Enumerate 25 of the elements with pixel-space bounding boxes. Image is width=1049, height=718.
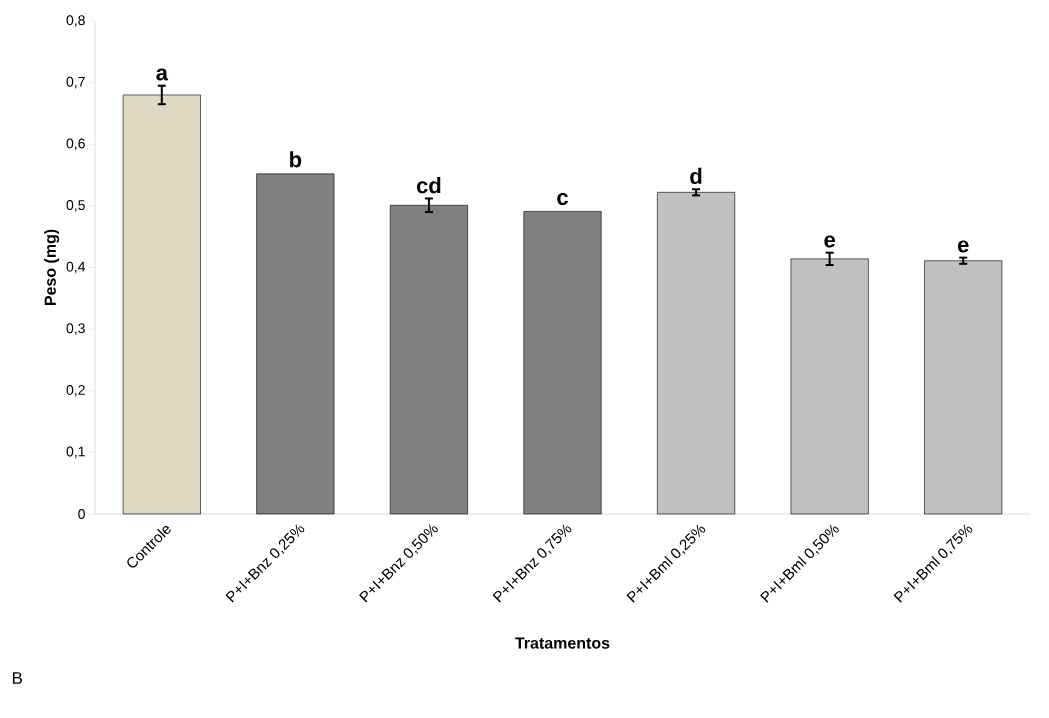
y-axis-title: Peso (mg) xyxy=(44,229,60,306)
annotation: a xyxy=(156,68,169,81)
bar xyxy=(389,204,468,515)
y-tick-label: 0,1 xyxy=(66,446,85,459)
annotation: c xyxy=(557,192,568,205)
y-tick-label: 0,2 xyxy=(66,384,85,397)
y-tick-label: 0 xyxy=(78,509,85,519)
y-tick-label: 0,4 xyxy=(66,261,86,274)
bar xyxy=(657,192,736,515)
annotation: cd xyxy=(416,177,441,194)
bar xyxy=(790,258,869,515)
annotation: e xyxy=(957,240,969,253)
annotation: e xyxy=(824,235,836,248)
annotation: b xyxy=(290,151,302,168)
x-axis-title: Tratamentos xyxy=(515,637,610,649)
y-tick-label: 0,6 xyxy=(66,138,85,151)
y-tick-label: 0,7 xyxy=(66,76,85,89)
bar xyxy=(523,211,602,515)
y-tick-label: 0,5 xyxy=(66,200,85,212)
y-tick-label: 0,8 xyxy=(66,15,85,27)
annotation: d xyxy=(690,167,702,185)
bar xyxy=(924,260,1003,515)
y-tick-label: 0,3 xyxy=(66,323,85,335)
text: B xyxy=(12,672,22,684)
bar xyxy=(256,173,335,515)
